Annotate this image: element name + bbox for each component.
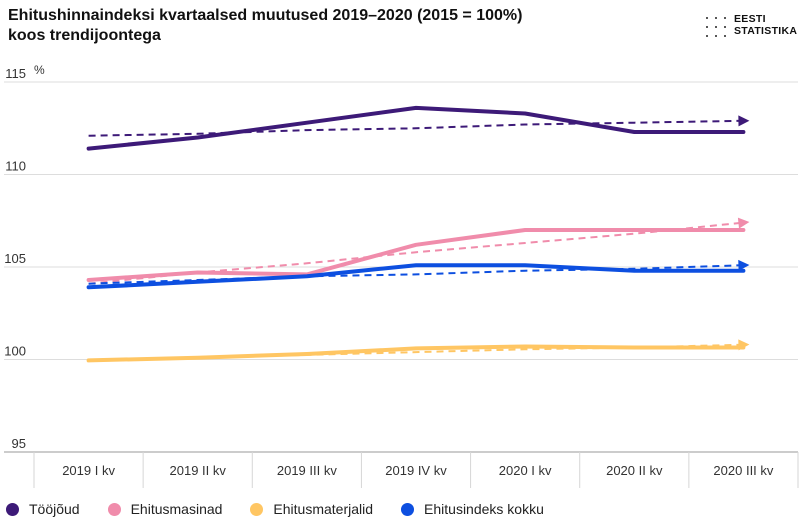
chart-title-line2: koos trendijoontega	[8, 27, 161, 44]
x-tick-label: 2020 II kv	[606, 463, 663, 478]
logo-word-2: STATISTIKA	[734, 25, 798, 37]
legend-swatch-icon	[107, 502, 121, 516]
series-line	[86, 228, 746, 282]
x-tick-label: 2020 I kv	[499, 463, 552, 478]
trend-line	[88, 119, 744, 137]
trend-arrowhead	[738, 115, 750, 127]
legend-item[interactable]: Tööjõud	[6, 501, 80, 517]
x-tick-label: 2020 III kv	[713, 463, 773, 478]
legend-label: Ehitusmaterjalid	[273, 501, 374, 517]
y-tick-label: 115	[5, 66, 26, 81]
x-tick-label: 2019 I kv	[62, 463, 115, 478]
legend-swatch-icon	[250, 502, 264, 516]
legend-label: Tööjõud	[29, 501, 80, 517]
trend-arrowhead	[737, 217, 750, 229]
y-tick-label: 100	[4, 344, 26, 359]
y-axis-unit-label: %	[34, 63, 45, 77]
series-line	[86, 105, 746, 151]
trend-arrowhead	[738, 259, 750, 271]
x-tick-label: 2019 IV kv	[385, 463, 447, 478]
y-tick-label: 95	[12, 436, 26, 451]
data-series	[86, 105, 746, 363]
chart-title: Ehitushinnaindeksi kvartaalsed muutused …	[8, 6, 648, 46]
legend-item[interactable]: Ehitusmasinad	[107, 501, 223, 517]
logo-word-1: EESTI	[734, 13, 766, 25]
legend-swatch-icon	[6, 502, 19, 516]
x-axis: 2019 I kv 2019 II kv 2019 III kv 2019 IV kv…	[33, 452, 799, 488]
x-tick-label: 2019 III kv	[277, 463, 337, 478]
y-tick-label: 110	[5, 159, 26, 174]
logo-dots-icon	[706, 14, 730, 38]
legend-item[interactable]: Ehitusmaterjalid	[250, 501, 373, 517]
y-tick-label: 105	[4, 251, 26, 266]
series-line	[86, 344, 746, 363]
statistics-estonia-logo: EESTI STATISTIKA	[706, 12, 802, 42]
chart-legend: Tööjõud Ehitusmasinad Ehitusmaterjalid Ehit…	[6, 498, 572, 520]
trend-lines	[88, 115, 750, 362]
chart-title-line1: Ehitushinnaindeksi kvartaalsed muutused …	[8, 7, 523, 24]
legend-swatch-icon	[401, 502, 415, 516]
legend-item[interactable]: Ehitusindeks kokku	[401, 501, 544, 517]
legend-label: Ehitusindeks kokku	[424, 501, 544, 517]
legend-label: Ehitusmasinad	[130, 501, 223, 517]
series-line	[86, 263, 746, 290]
y-axis: 95 100 105 110 115	[4, 66, 26, 451]
x-tick-label: 2019 II kv	[170, 463, 227, 478]
